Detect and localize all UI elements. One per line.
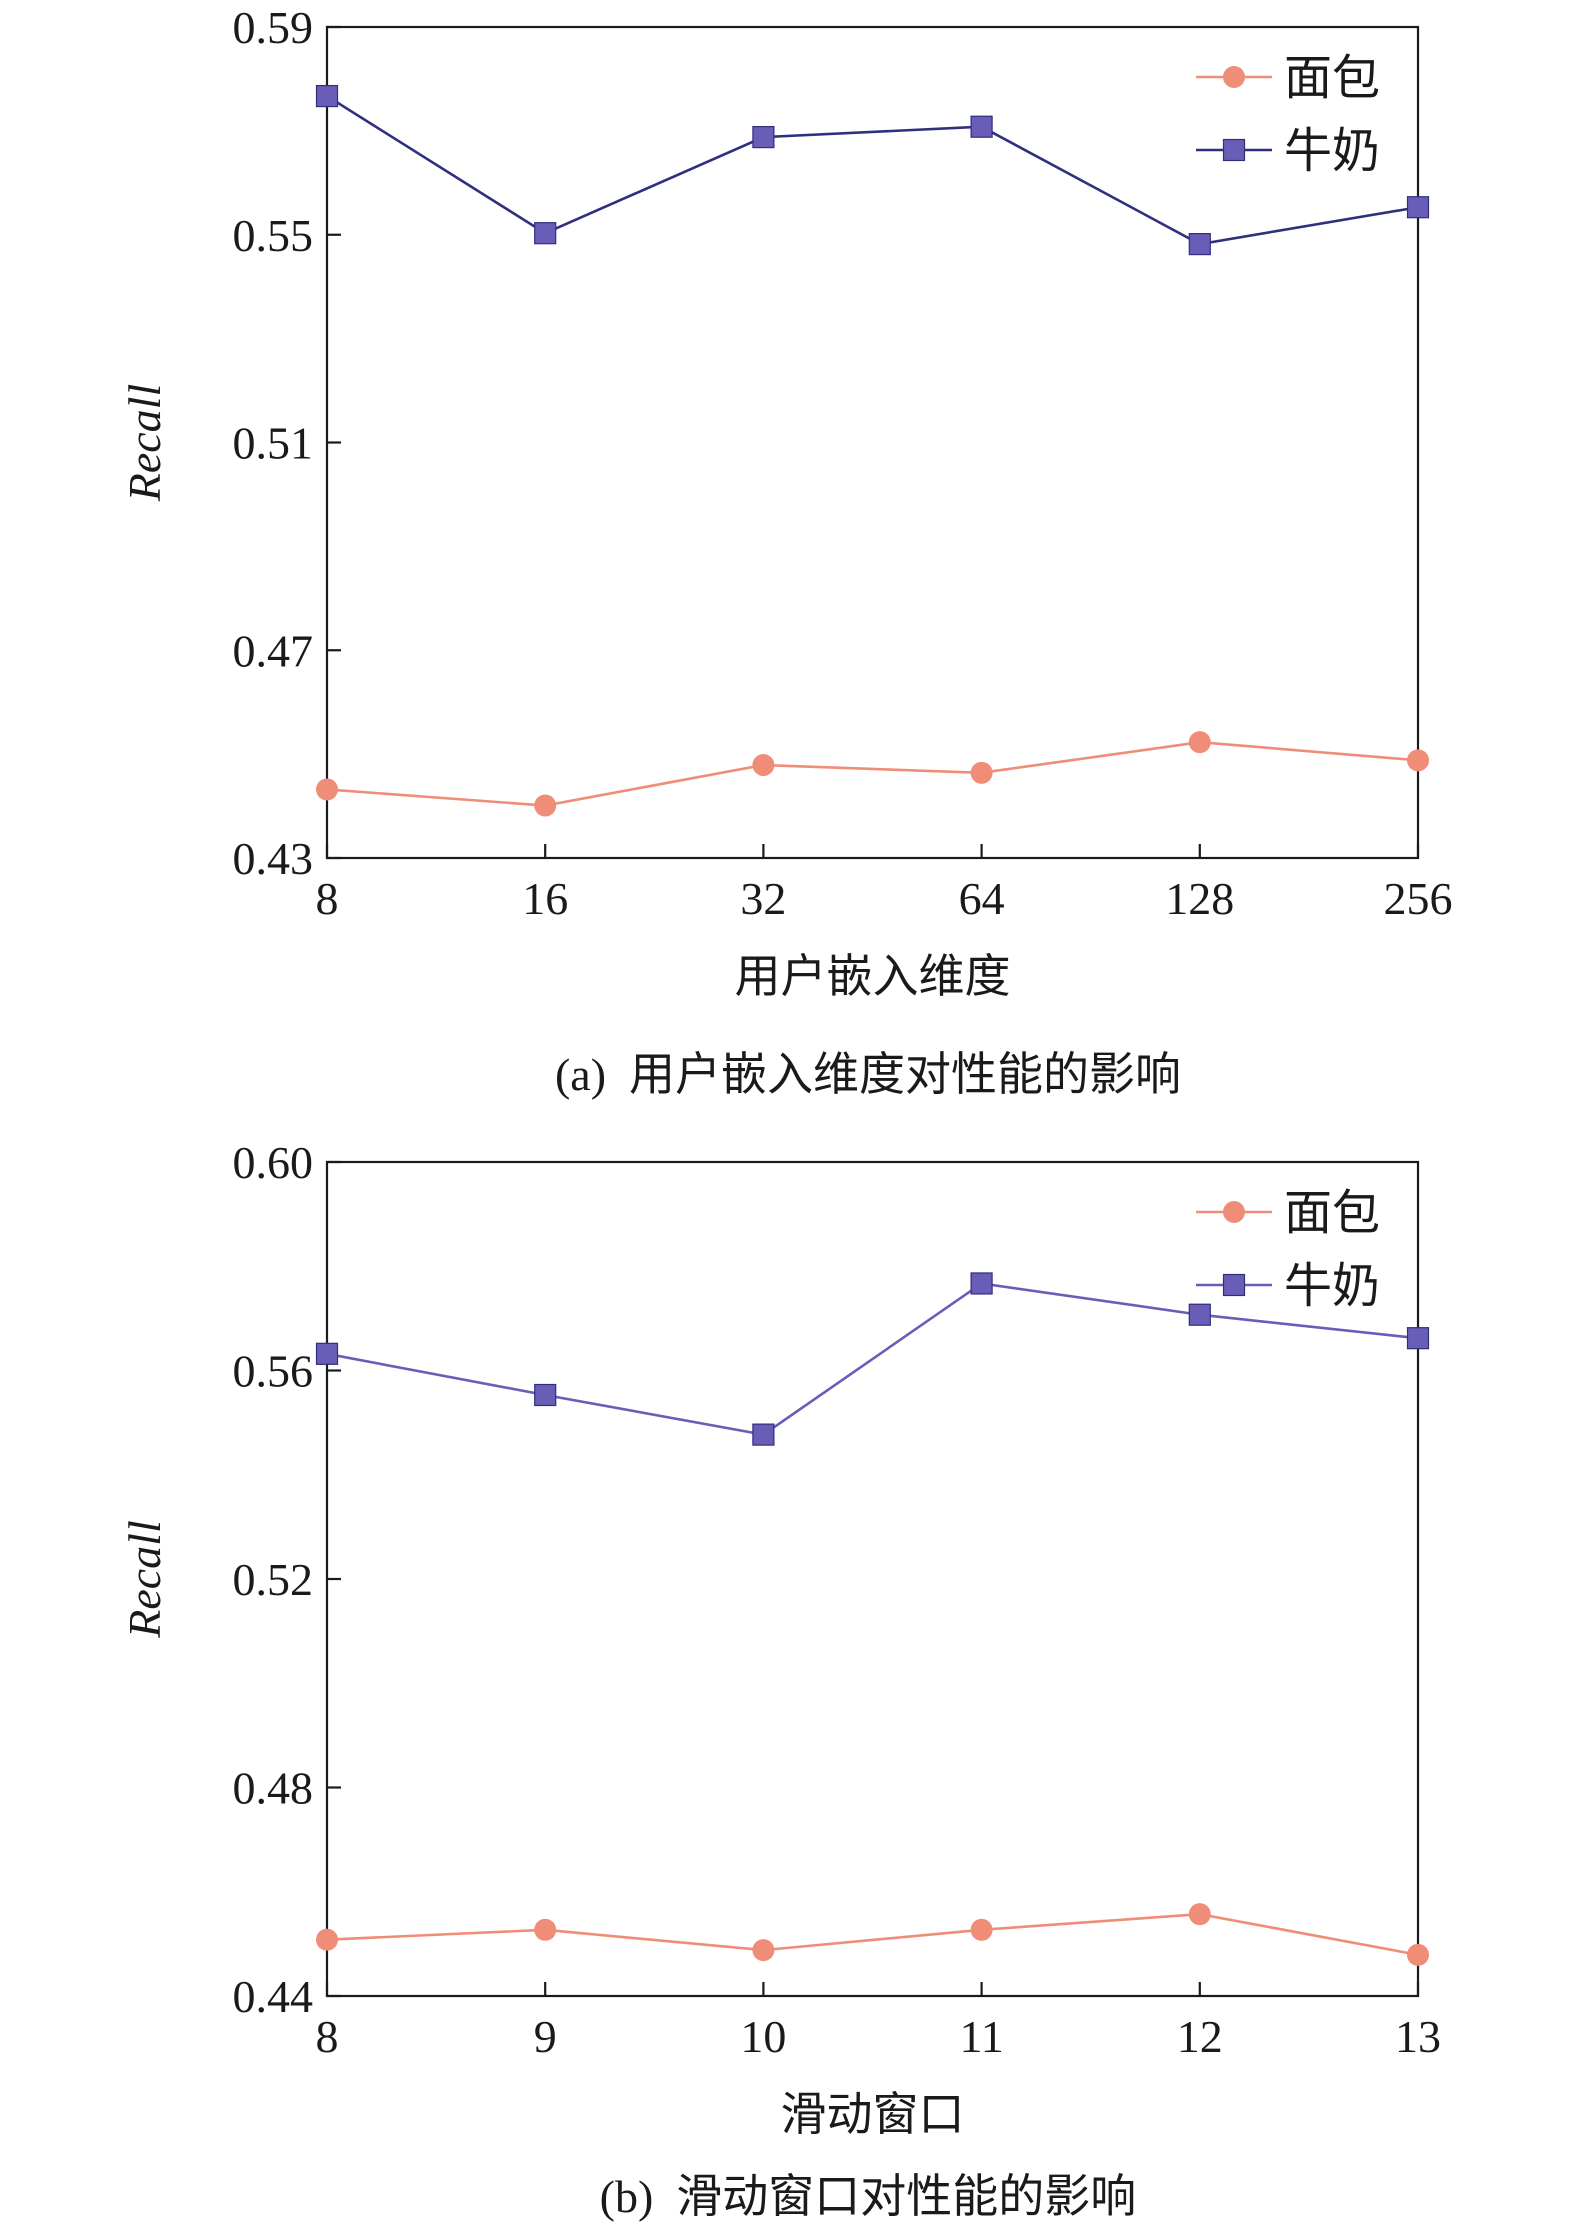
series-layer (315, 1272, 1430, 1966)
data-point (316, 1928, 338, 1951)
x-tick-label: 10 (740, 2011, 786, 2062)
data-point (752, 1939, 775, 1962)
series-line (326, 740, 1419, 807)
y-tick-label: 0.52 (233, 1554, 314, 1605)
data-point (534, 1918, 557, 1941)
data-point (315, 84, 339, 108)
legend-item: 牛奶 (1196, 1260, 1380, 1313)
series-bread (316, 1903, 1429, 1966)
plot-frame (325, 25, 1420, 860)
data-point (1188, 1903, 1211, 1926)
x-axis-label: 用户嵌入维度 (735, 951, 1011, 1002)
legend-label: 面包 (1284, 52, 1380, 105)
legend-item: 面包 (1196, 1187, 1380, 1240)
y-tick-label: 0.47 (233, 625, 314, 676)
data-point (1406, 1327, 1430, 1350)
y-axis: 0.43 0.47 0.51 0.55 0.59 (233, 2, 341, 884)
legend-label: 面包 (1284, 1187, 1380, 1240)
x-tick-label: 32 (740, 873, 786, 924)
y-tick-label: 0.56 (233, 1346, 314, 1397)
legend-item: 牛奶 (1196, 125, 1380, 178)
y-tick-label: 0.51 (233, 418, 314, 469)
x-axis: 8 9 10 11 12 13 (316, 1982, 1441, 2062)
data-point (1407, 749, 1429, 772)
data-point (970, 115, 993, 138)
data-point (315, 1342, 339, 1365)
data-point (1407, 1943, 1429, 1966)
y-tick-label: 0.48 (233, 1763, 314, 1814)
y-tick-label: 0.43 (233, 833, 314, 884)
data-point (534, 222, 557, 245)
x-tick-label: 16 (522, 873, 568, 924)
data-point (1188, 731, 1211, 754)
data-point (752, 126, 775, 149)
series-line (326, 94, 1419, 246)
y-tick-label: 0.44 (233, 1971, 314, 2022)
x-tick-label: 8 (316, 873, 339, 924)
series-layer (315, 84, 1430, 817)
legend-label: 牛奶 (1284, 125, 1380, 178)
y-tick-label: 0.59 (233, 2, 314, 53)
data-point (970, 1918, 993, 1941)
x-axis: 8 16 32 64 128 256 (316, 844, 1453, 924)
y-axis-label: Recall (119, 384, 170, 503)
data-point (1188, 232, 1211, 256)
x-tick-label: 9 (534, 2011, 557, 2062)
legend-marker (1223, 1201, 1245, 1223)
series-milk (315, 1272, 1430, 1446)
x-tick-label: 128 (1165, 873, 1234, 924)
x-axis-label: 滑动窗口 (781, 2089, 965, 2140)
series-line (326, 1282, 1419, 1436)
chart-panel-a: 0.430.470.510.550.59 8 16 32 64 128 256 面包牛奶 … (119, 2, 1453, 1100)
series-line (326, 1912, 1419, 1957)
chart-caption: (b) 滑动窗口对性能的影响 (600, 2171, 1137, 2222)
x-tick-label: 256 (1384, 873, 1453, 924)
y-axis-label: Recall (119, 1520, 170, 1639)
chart-caption: (a) 用户嵌入维度对性能的影响 (555, 1049, 1181, 1100)
y-axis: 0.44 0.48 0.52 0.56 0.60 (233, 1137, 341, 2022)
y-tick-label: 0.55 (233, 210, 314, 261)
data-point (752, 1423, 775, 1446)
x-tick-label: 8 (316, 2011, 339, 2062)
legend-marker (1222, 1273, 1246, 1297)
data-point (534, 794, 557, 817)
data-point (970, 1272, 993, 1295)
data-point (1406, 196, 1430, 219)
x-tick-label: 13 (1395, 2011, 1441, 2062)
legend-item: 面包 (1196, 52, 1380, 105)
x-tick-label: 64 (959, 873, 1005, 924)
legend-label: 牛奶 (1284, 1260, 1380, 1313)
series-bread (316, 731, 1429, 817)
data-point (970, 761, 993, 784)
data-point (316, 778, 338, 801)
legend-marker (1223, 66, 1245, 88)
plot-frame (325, 1160, 1420, 1998)
series-milk (315, 84, 1430, 256)
x-tick-label: 12 (1177, 2011, 1223, 2062)
data-point (534, 1383, 557, 1407)
data-point (752, 754, 775, 777)
data-point (1188, 1303, 1211, 1326)
x-tick-label: 11 (959, 2011, 1003, 2062)
y-tick-label: 0.60 (233, 1137, 314, 1188)
legend-marker (1222, 138, 1246, 162)
